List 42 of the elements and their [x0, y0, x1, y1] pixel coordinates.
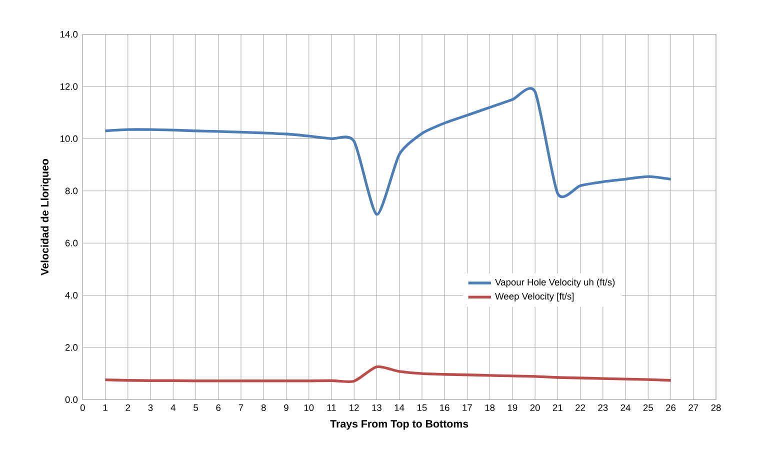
x-tick-label: 0 — [80, 404, 85, 411]
x-tick-label: 17 — [462, 404, 472, 411]
x-axis-title: Trays From Top to Bottoms — [330, 420, 468, 430]
legend-label: Weep Velocity [ft/s] — [495, 292, 574, 302]
x-tick-label: 9 — [284, 404, 288, 411]
y-axis-title: Velocidad de Lloriqueo — [40, 159, 51, 276]
x-tick-label: 16 — [440, 404, 450, 411]
x-tick-label: 15 — [417, 404, 427, 411]
x-tick-label: 1 — [103, 404, 108, 411]
x-tick-label: 5 — [194, 404, 198, 411]
y-tick-label: 0.0 — [65, 396, 78, 403]
y-tick-label: 6.0 — [65, 240, 78, 246]
x-tick-label: 21 — [552, 404, 562, 411]
x-tick-label: 22 — [576, 404, 586, 411]
x-tick-label: 7 — [238, 404, 244, 411]
x-tick-label: 2 — [126, 404, 130, 411]
x-tick-label: 6 — [216, 404, 221, 411]
x-tick-label: 8 — [261, 404, 266, 411]
y-tick-label: 8.0 — [65, 188, 78, 194]
x-tick-label: 27 — [688, 404, 698, 411]
x-tick-label: 20 — [530, 404, 540, 411]
x-tick-label: 23 — [598, 404, 608, 411]
legend-label: Vapour Hole Velocity uh (ft/s) — [495, 278, 615, 288]
y-tick-label: 12.0 — [60, 83, 78, 90]
x-tick-label: 25 — [643, 404, 653, 411]
x-tick-label: 14 — [394, 404, 404, 411]
y-tick-label: 2.0 — [65, 344, 78, 351]
x-tick-label: 3 — [148, 404, 153, 411]
x-tick-label: 24 — [620, 404, 630, 411]
x-tick-label: 26 — [666, 404, 676, 411]
x-tick-label: 10 — [304, 404, 314, 411]
y-tick-label: 4.0 — [65, 292, 78, 299]
y-tick-label: 14.0 — [60, 31, 78, 38]
x-tick-label: 13 — [372, 404, 382, 411]
x-tick-label: 19 — [508, 404, 518, 411]
x-tick-label: 12 — [350, 404, 359, 411]
y-tick-label: 10.0 — [60, 135, 78, 142]
x-tick-label: 4 — [170, 404, 176, 411]
x-tick-label: 28 — [711, 404, 721, 411]
line-series — [104, 365, 672, 383]
x-tick-label: 11 — [327, 404, 336, 411]
x-tick-label: 18 — [485, 404, 495, 411]
